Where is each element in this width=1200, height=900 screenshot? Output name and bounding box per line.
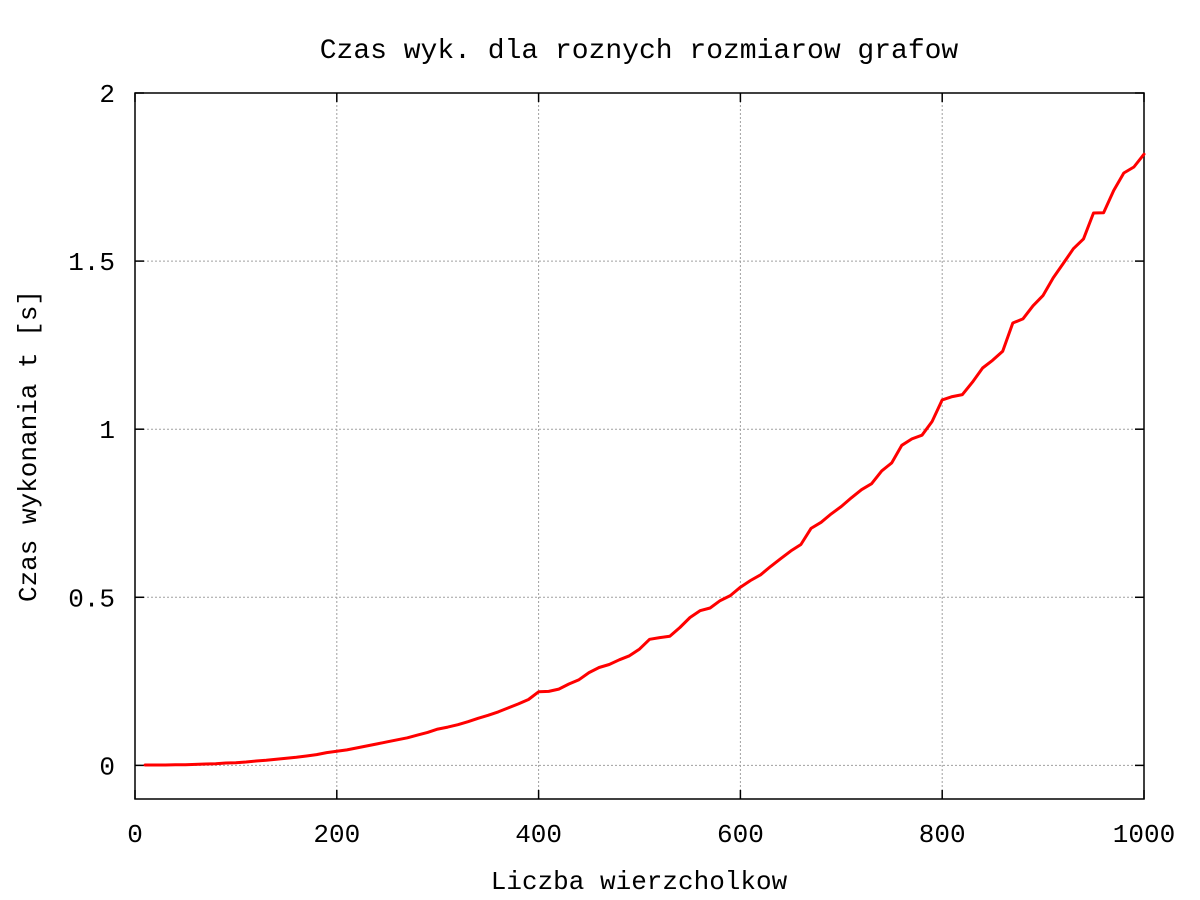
grid-lines bbox=[135, 93, 1144, 799]
series-line bbox=[143, 152, 1146, 767]
chart-title: Czas wyk. dla roznych rozmiarow grafow bbox=[320, 36, 959, 67]
x-tick-label: 600 bbox=[717, 820, 764, 850]
x-tick-label: 1000 bbox=[1113, 820, 1175, 850]
y-tick-label: 0 bbox=[99, 752, 115, 782]
x-tick-label: 800 bbox=[919, 820, 966, 850]
x-axis-label: Liczba wierzcholkow bbox=[491, 867, 788, 897]
x-tick-label: 400 bbox=[515, 820, 562, 850]
x-tick-label: 200 bbox=[313, 820, 360, 850]
axis-ticks: 0 200 400 600 800 1000 0 0.5 1 1.5 2 bbox=[68, 80, 1175, 850]
plot-frame bbox=[134, 92, 1145, 800]
y-tick-label: 1.5 bbox=[68, 248, 115, 278]
y-tick-label: 0.5 bbox=[68, 584, 115, 614]
x-tick-label: 0 bbox=[127, 820, 143, 850]
y-tick-label: 1 bbox=[99, 416, 115, 446]
series-layer bbox=[143, 152, 1146, 767]
y-tick-label: 2 bbox=[99, 80, 115, 110]
y-axis-label: Czas wykonania t [s] bbox=[14, 290, 44, 602]
